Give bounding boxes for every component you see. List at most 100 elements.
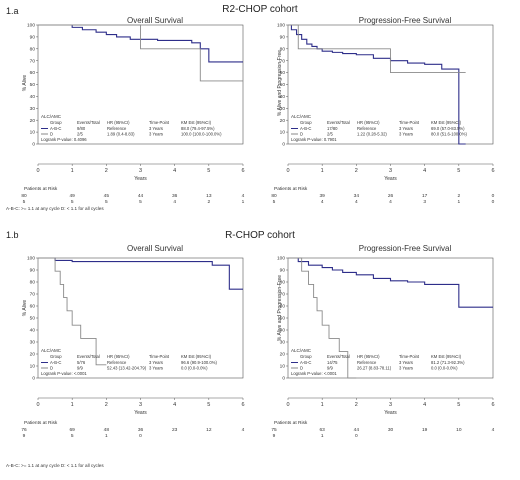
table-cell: 2/5 bbox=[77, 132, 83, 137]
y-tick-label: 80 bbox=[280, 280, 286, 286]
table-cell: D bbox=[300, 132, 303, 137]
x-tick-label: 5 bbox=[457, 168, 460, 174]
y-tick-label: 30 bbox=[280, 340, 286, 346]
table-cell: 3 Years bbox=[149, 132, 163, 137]
logrank-pvalue: Logrank P-value: <.0001 bbox=[41, 371, 87, 376]
y-tick-label: 20 bbox=[280, 352, 286, 358]
at-risk-value: 1 bbox=[321, 433, 324, 439]
table-cell: D bbox=[300, 366, 303, 371]
table-cell: 2/5 bbox=[327, 132, 333, 137]
table-header-cell: Events/Total bbox=[77, 354, 100, 359]
x-axis-label: Years bbox=[384, 410, 397, 416]
x-tick-label: 4 bbox=[173, 168, 176, 174]
x-tick-label: 6 bbox=[491, 402, 494, 408]
table-header-cell: Group bbox=[300, 120, 312, 125]
at-risk-value: 5 bbox=[139, 199, 142, 205]
section-tag-a: 1.a bbox=[6, 6, 19, 16]
table-header-cell: Group bbox=[300, 354, 312, 359]
at-risk-value: 0 bbox=[355, 433, 358, 439]
table-cell: 9/9 bbox=[77, 366, 83, 371]
at-risk-value: 26 bbox=[388, 193, 394, 199]
at-risk-value: 23 bbox=[172, 427, 178, 433]
at-risk-value: 44 bbox=[354, 427, 360, 433]
x-axis-label: Years bbox=[134, 410, 147, 416]
table-cell: Reference bbox=[357, 126, 377, 131]
x-tick-label: 2 bbox=[105, 402, 108, 408]
table-cell: A-B-C bbox=[50, 360, 61, 365]
y-tick-label: 100 bbox=[277, 256, 285, 262]
at-risk-value: 4 bbox=[242, 193, 245, 199]
table-legend-title: ALC/AMC bbox=[291, 348, 312, 353]
y-tick-label: 50 bbox=[30, 316, 36, 322]
table-cell: 100.0 (100.0-100.0%) bbox=[181, 132, 222, 137]
table-cell: 0.0 (0.0-0.0%) bbox=[431, 366, 458, 371]
table-cell: 3 Years bbox=[149, 366, 163, 371]
at-risk-label: Patients at Risk bbox=[274, 420, 308, 426]
km-curve-d bbox=[38, 24, 243, 82]
x-tick-label: 4 bbox=[173, 402, 176, 408]
at-risk-value: 80 bbox=[271, 193, 277, 199]
cohort-title-a: R2-CHOP cohort bbox=[222, 4, 298, 15]
at-risk-value: 4 bbox=[492, 427, 495, 433]
at-risk-value: 80 bbox=[21, 193, 27, 199]
table-header-cell: Events/Total bbox=[77, 120, 100, 125]
y-tick-label: 20 bbox=[30, 118, 36, 124]
at-risk-value: 4 bbox=[389, 199, 392, 205]
table-header-cell: KM Est (95%CI) bbox=[181, 354, 212, 359]
at-risk-value: 10 bbox=[456, 427, 462, 433]
x-tick-label: 0 bbox=[286, 402, 289, 408]
table-cell: 3 Years bbox=[399, 360, 413, 365]
at-risk-value: 76 bbox=[21, 427, 27, 433]
y-tick-label: 10 bbox=[30, 130, 36, 136]
x-tick-label: 6 bbox=[241, 168, 244, 174]
y-tick-label: 80 bbox=[280, 46, 286, 52]
x-tick-label: 0 bbox=[36, 168, 39, 174]
km-curve-abc bbox=[38, 24, 243, 63]
y-tick-label: 30 bbox=[30, 106, 36, 112]
at-risk-value: 5 bbox=[71, 433, 74, 439]
at-risk-value: 5 bbox=[23, 199, 26, 205]
table-cell: A-B-C bbox=[50, 126, 61, 131]
at-risk-value: 36 bbox=[172, 193, 178, 199]
table-cell: 9/80 bbox=[77, 126, 86, 131]
y-tick-label: 30 bbox=[30, 340, 36, 346]
table-header-cell: KM Est (95%CI) bbox=[431, 354, 462, 359]
section-tag-b: 1.b bbox=[6, 230, 19, 240]
table-cell: 1.89 (0.4-8.83) bbox=[107, 132, 135, 137]
table-header-cell: Group bbox=[50, 120, 62, 125]
x-tick-label: 0 bbox=[286, 168, 289, 174]
y-tick-label: 80 bbox=[30, 46, 36, 52]
x-tick-label: 1 bbox=[71, 402, 74, 408]
y-tick-label: 70 bbox=[280, 292, 286, 298]
x-tick-label: 0 bbox=[36, 402, 39, 408]
at-risk-value: 0 bbox=[139, 433, 142, 439]
table-cell: 3 Years bbox=[149, 126, 163, 131]
at-risk-value: 34 bbox=[354, 193, 360, 199]
km-curve-d bbox=[288, 257, 357, 379]
table-header-cell: Time-Point bbox=[149, 354, 170, 359]
y-tick-label: 90 bbox=[30, 35, 36, 41]
table-legend-title: ALC/AMC bbox=[291, 114, 312, 119]
footnote-a: A-B-C: >= 1.1 at any cycle D: < 1.1 for … bbox=[6, 206, 104, 211]
at-risk-value: 13 bbox=[206, 193, 212, 199]
at-risk-label: Patients at Risk bbox=[274, 186, 308, 192]
y-tick-label: 70 bbox=[30, 58, 36, 64]
y-tick-label: 100 bbox=[27, 256, 35, 262]
at-risk-value: 49 bbox=[69, 193, 75, 199]
at-risk-value: 36 bbox=[138, 427, 144, 433]
table-header-cell: Time-Point bbox=[149, 120, 170, 125]
y-tick-label: 70 bbox=[280, 58, 286, 64]
table-cell: 1.22 (0.28-5.32) bbox=[357, 132, 387, 137]
x-tick-label: 3 bbox=[389, 168, 392, 174]
x-axis-label: Years bbox=[384, 176, 397, 182]
at-risk-value: 75 bbox=[271, 427, 277, 433]
x-tick-label: 1 bbox=[321, 168, 324, 174]
km-curve-d bbox=[38, 257, 107, 366]
x-tick-label: 3 bbox=[139, 402, 142, 408]
y-tick-label: 40 bbox=[30, 94, 36, 100]
y-tick-label: 40 bbox=[280, 328, 286, 334]
y-tick-label: 90 bbox=[30, 268, 36, 274]
y-tick-label: 90 bbox=[280, 268, 286, 274]
